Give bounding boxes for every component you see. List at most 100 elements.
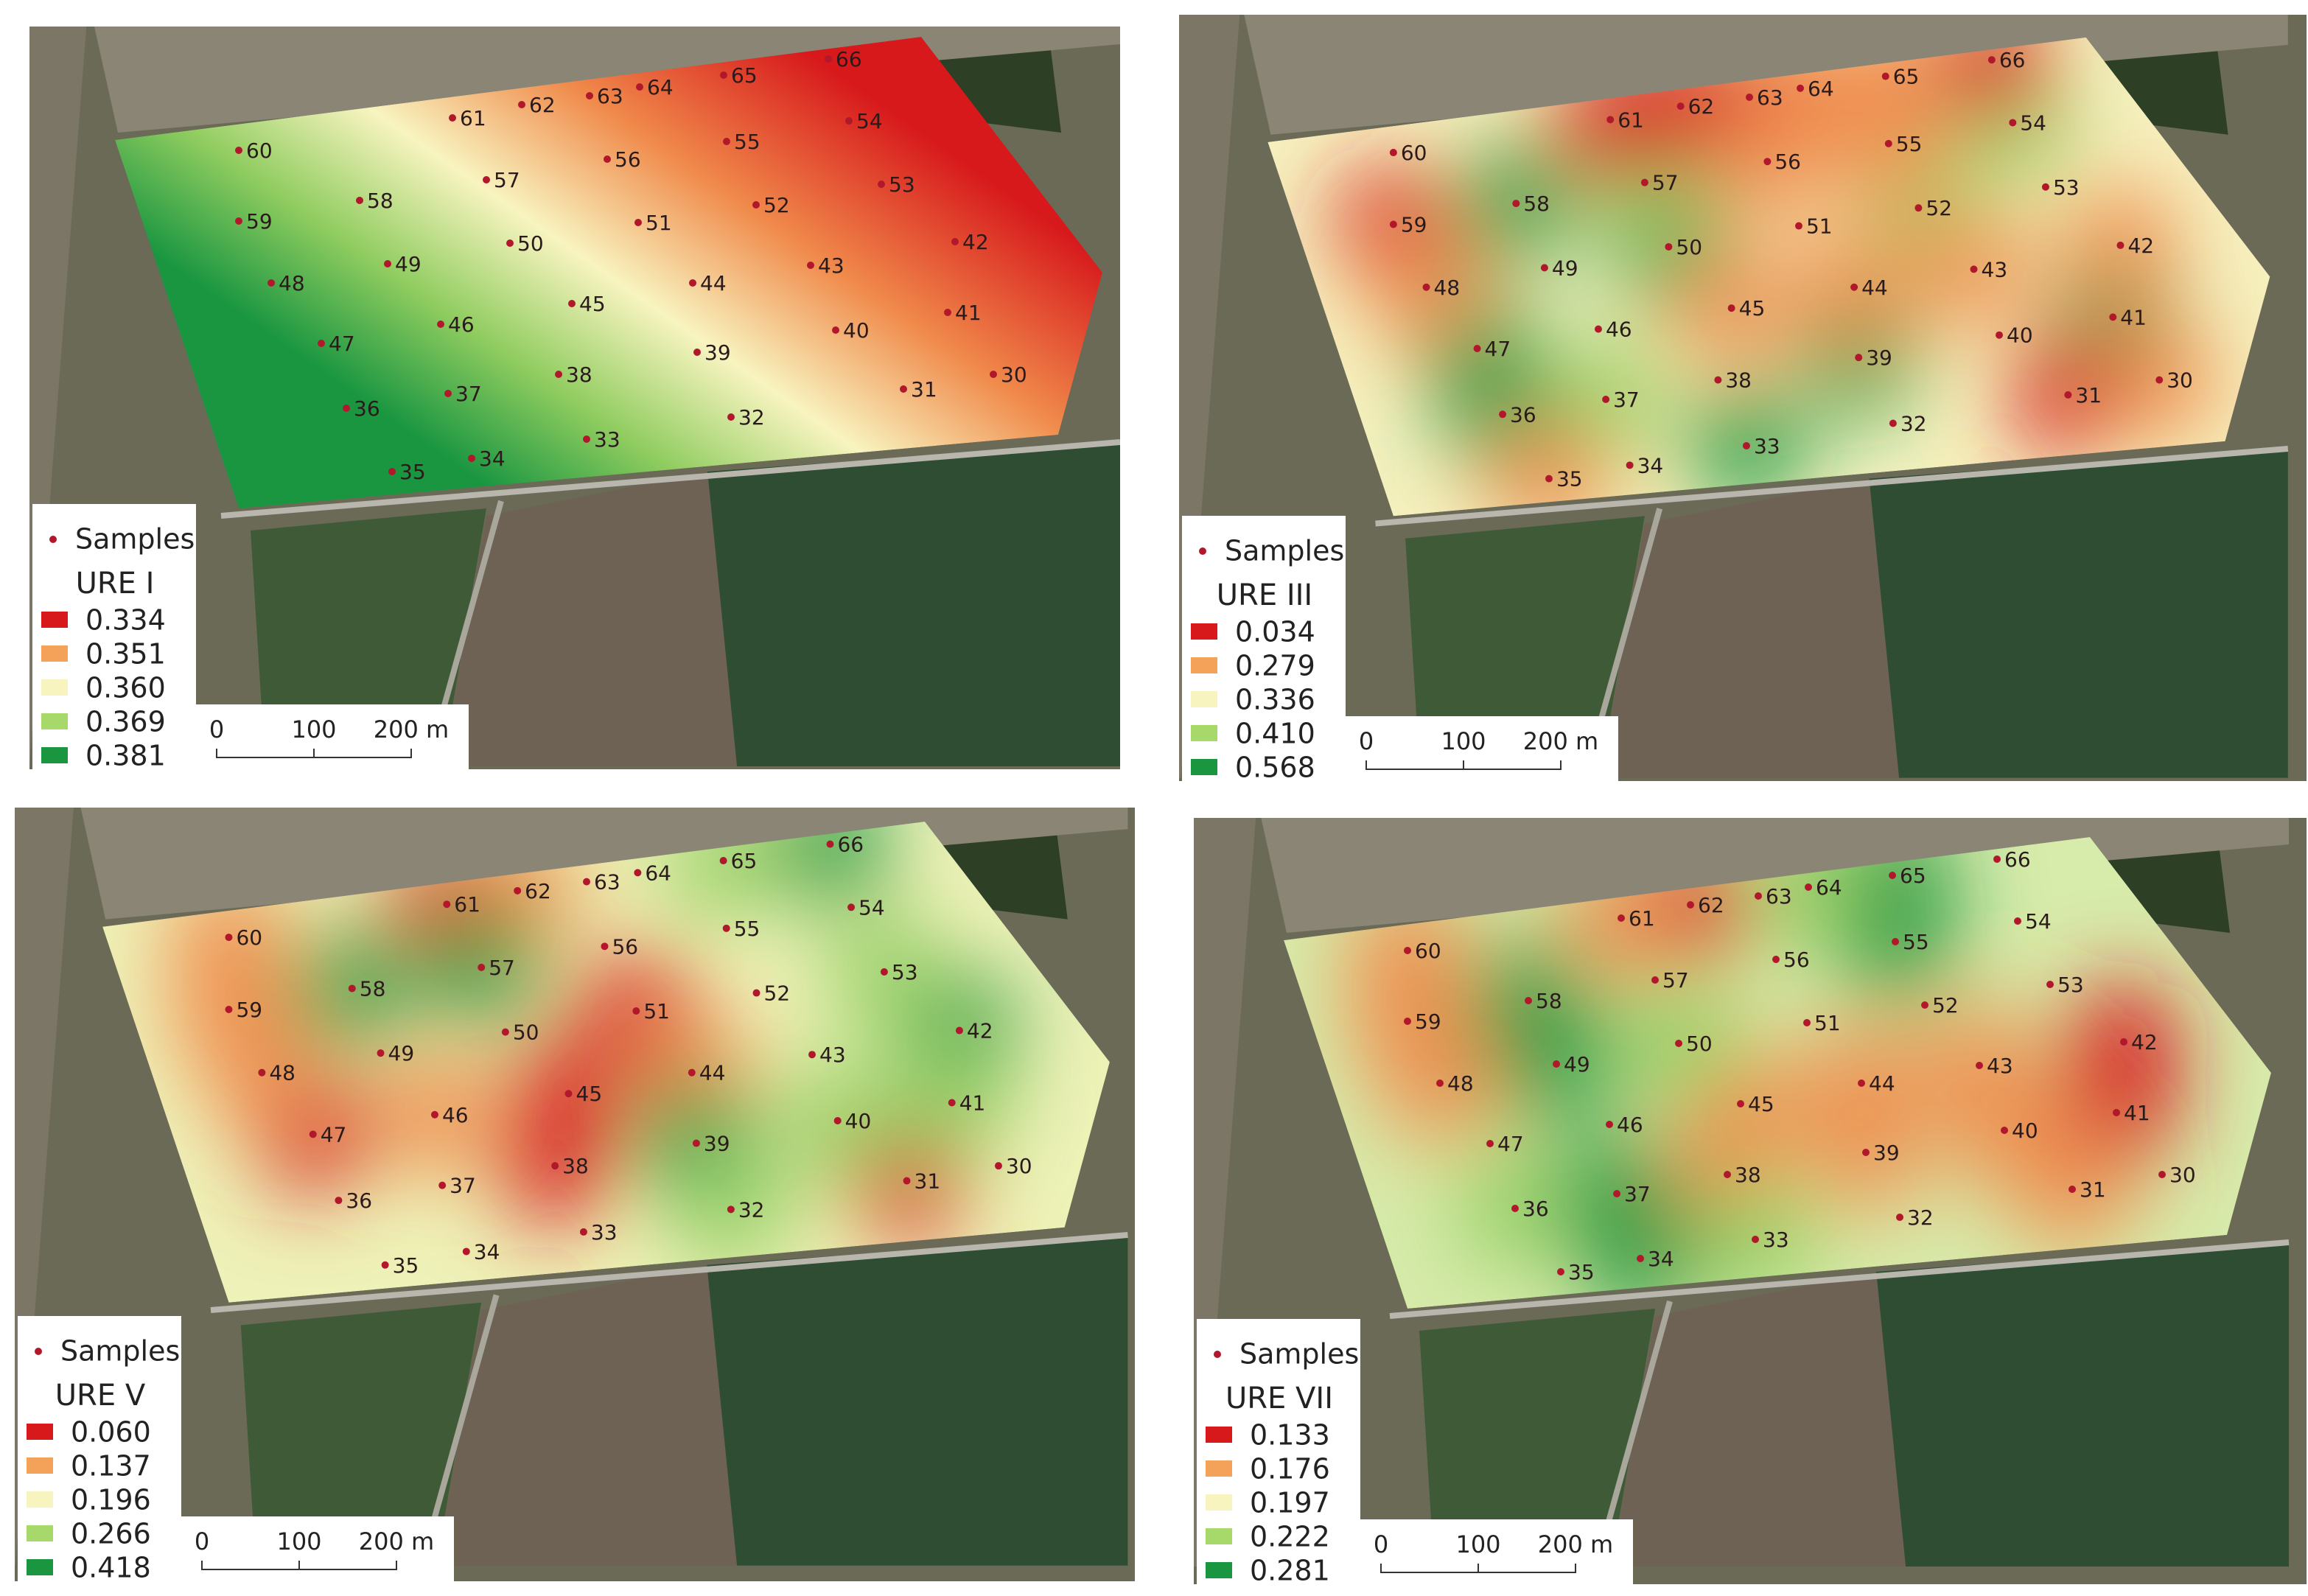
sample-label: 41 <box>955 301 982 325</box>
surface-blobs <box>1346 837 2186 1309</box>
crop-field <box>1869 449 2288 778</box>
sample-point <box>1727 304 1735 312</box>
sample-point <box>1850 283 1858 291</box>
sample-label: 60 <box>1401 141 1427 165</box>
sample-label: 65 <box>1900 864 1926 888</box>
sample-point <box>1404 1018 1411 1025</box>
sample-label: 45 <box>1739 296 1766 321</box>
sample-label: 57 <box>1652 171 1679 195</box>
sample-point <box>689 279 696 287</box>
sample-point <box>1389 149 1397 157</box>
sample-label: 34 <box>474 1239 500 1264</box>
sample-label: 64 <box>647 75 674 99</box>
legend-swatch <box>1206 1562 1232 1578</box>
sample-point <box>1626 461 1634 469</box>
sample-label: 63 <box>1757 85 1783 110</box>
sample-point <box>1473 344 1481 352</box>
sample-label: 42 <box>962 230 989 254</box>
sample-label: 36 <box>346 1189 372 1213</box>
sample-label: 39 <box>1873 1141 1900 1165</box>
sample-label: 37 <box>450 1174 476 1198</box>
sample-point <box>1499 410 1507 419</box>
sample-label: 66 <box>836 47 862 71</box>
sample-label: 48 <box>1447 1071 1474 1096</box>
sample-point <box>955 1026 963 1035</box>
sample-point <box>1525 997 1532 1004</box>
sample-label: 37 <box>455 382 482 406</box>
sample-point <box>1746 93 1753 101</box>
sample-point <box>1742 441 1750 449</box>
legend-title: URE V <box>55 1379 146 1413</box>
sample-label: 35 <box>393 1253 419 1278</box>
sample-label: 34 <box>1637 453 1664 477</box>
sample-label: 45 <box>579 292 606 316</box>
legend-title: URE VII <box>1225 1382 1333 1415</box>
legend-label: 0.060 <box>71 1416 151 1449</box>
sample-label: 38 <box>566 363 592 387</box>
sample-point <box>636 83 643 91</box>
bare-field <box>1611 1272 1906 1567</box>
sample-label: 63 <box>1766 884 1792 909</box>
sample-point <box>1896 1214 1903 1221</box>
sample-label: 49 <box>388 1041 415 1065</box>
bare-field <box>436 1264 737 1566</box>
legend-swatch <box>41 713 68 729</box>
sample-label: 62 <box>1698 893 1724 917</box>
sample-label: 43 <box>1987 1054 2013 1078</box>
sample-point <box>356 197 363 204</box>
sample-point <box>579 1228 587 1236</box>
sample-label: 32 <box>738 1197 765 1222</box>
sample-point <box>518 101 525 108</box>
road <box>1375 446 2289 527</box>
sample-point <box>2014 917 2021 925</box>
sample-label: 30 <box>1006 1154 1032 1178</box>
legend-label: 0.197 <box>1250 1487 1330 1519</box>
sample-point <box>1794 222 1802 230</box>
sample-label: 56 <box>1774 150 1801 174</box>
road <box>1389 1239 2290 1319</box>
sample-label: 50 <box>1686 1032 1713 1056</box>
sample-label: 39 <box>704 1132 730 1156</box>
sample-point <box>468 455 475 462</box>
sample-point <box>833 1116 842 1124</box>
sample-point <box>752 201 760 209</box>
sample-label: 50 <box>517 231 544 256</box>
legend-label: 0.418 <box>71 1552 151 1584</box>
sample-point <box>564 1090 573 1098</box>
sample-point <box>1970 265 1978 273</box>
sample-label: 59 <box>1415 1009 1441 1034</box>
sample-point <box>1665 242 1673 251</box>
panel-content: 30 31 32 33 34 35 36 37 38 39 40 41 42 43 44 45 46 47 48 49… <box>1194 818 2307 1584</box>
sample-point <box>1914 204 1923 212</box>
legend-label: 0.222 <box>1250 1521 1330 1553</box>
sample-label: 65 <box>731 63 758 88</box>
sample-point <box>1557 1268 1564 1275</box>
sample-point <box>1855 354 1863 362</box>
sample-point <box>377 1049 385 1057</box>
sample-label: 61 <box>1629 906 1655 931</box>
sample-point <box>1640 178 1648 186</box>
sample-point <box>752 989 760 997</box>
sample-label: 55 <box>734 917 760 941</box>
sample-label: 56 <box>615 147 641 172</box>
legend-label: 0.568 <box>1235 752 1315 784</box>
legend-samples: Samples <box>1225 535 1344 567</box>
sample-point <box>990 371 997 378</box>
sample-label: 41 <box>2120 305 2147 329</box>
legend-title: URE III <box>1217 578 1312 612</box>
sample-label: 55 <box>1903 930 1929 954</box>
sample-point <box>235 217 242 225</box>
sample-point <box>1676 102 1685 111</box>
sample-label: 60 <box>1415 939 1441 963</box>
legend-swatch <box>1206 1427 1232 1443</box>
sample-label: 64 <box>645 861 671 885</box>
sample-label: 42 <box>2127 234 2154 258</box>
sample-label: 63 <box>597 84 623 108</box>
sample-label: 44 <box>700 271 727 295</box>
sample-label: 42 <box>2131 1030 2158 1054</box>
sample-point <box>1921 1001 1928 1009</box>
sample-point <box>1687 901 1694 909</box>
sample-label: 46 <box>1617 1113 1643 1137</box>
sample-label: 37 <box>1624 1182 1651 1206</box>
road <box>220 439 1120 519</box>
